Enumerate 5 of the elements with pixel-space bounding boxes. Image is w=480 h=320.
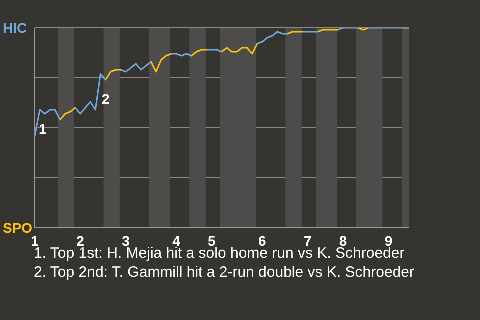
text: SPO <box>3 219 33 236</box>
text: 2. Top 2nd: T. Gammill hit a 2-run double vs K. Schroeder <box>34 264 414 282</box>
annotation: 1 <box>39 120 47 138</box>
annotation: 2 <box>102 90 110 108</box>
text: HIC <box>3 19 28 37</box>
